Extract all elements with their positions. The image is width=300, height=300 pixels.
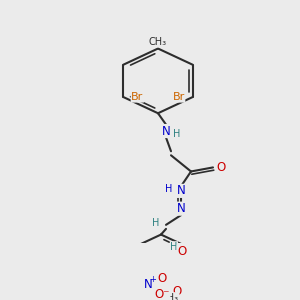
Text: N: N xyxy=(162,124,170,137)
Text: Br: Br xyxy=(172,92,185,102)
Text: CH₃: CH₃ xyxy=(161,292,179,300)
Text: O: O xyxy=(172,285,182,298)
Text: H: H xyxy=(173,129,181,139)
Text: H: H xyxy=(165,184,173,194)
Text: CH₃: CH₃ xyxy=(149,37,167,47)
Text: O⁻: O⁻ xyxy=(154,288,170,300)
Text: O: O xyxy=(177,245,187,258)
Text: N: N xyxy=(177,202,185,215)
Text: N: N xyxy=(144,278,152,291)
Text: H: H xyxy=(170,242,178,252)
Text: N: N xyxy=(177,184,185,197)
Text: O: O xyxy=(216,161,226,174)
Text: +: + xyxy=(150,274,157,284)
Text: Br: Br xyxy=(131,92,143,102)
Text: H: H xyxy=(152,218,160,228)
Text: O: O xyxy=(158,272,167,285)
